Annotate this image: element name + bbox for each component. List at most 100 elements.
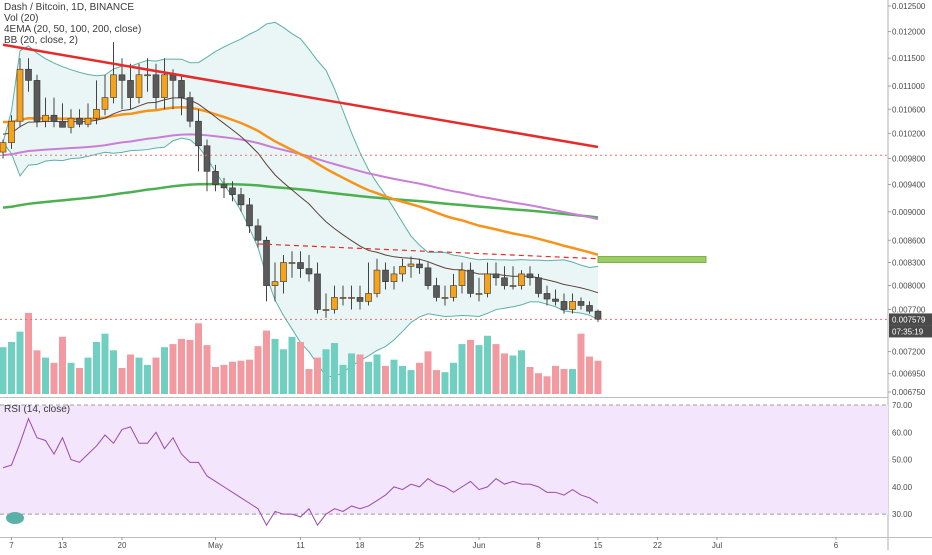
descending-trendline[interactable] <box>2 43 599 149</box>
candle[interactable] <box>475 277 483 302</box>
candle[interactable] <box>526 266 534 286</box>
candle[interactable] <box>509 266 517 290</box>
candle[interactable] <box>382 262 389 290</box>
candle[interactable] <box>467 262 474 298</box>
candle[interactable] <box>450 273 457 302</box>
candle-body <box>339 297 347 299</box>
volume-bar <box>518 350 525 394</box>
price-axis-label: 0.007700 <box>892 306 926 315</box>
candle[interactable] <box>407 256 415 278</box>
candle[interactable] <box>348 285 355 310</box>
candle[interactable] <box>203 139 211 192</box>
candle[interactable] <box>195 109 202 172</box>
candle-body <box>220 184 228 189</box>
candle-body <box>314 273 321 310</box>
candle[interactable] <box>271 262 279 302</box>
candle[interactable] <box>373 258 381 298</box>
candle[interactable] <box>93 80 100 125</box>
price-axis-label: 0.009000 <box>892 208 926 217</box>
candle[interactable] <box>50 97 58 128</box>
candle[interactable] <box>331 285 338 314</box>
candle[interactable] <box>501 266 508 290</box>
symbol-title[interactable]: Dash / Bitcoin, 1D, BINANCE <box>4 2 135 13</box>
candle[interactable] <box>305 255 313 282</box>
candle[interactable] <box>569 293 576 314</box>
candle[interactable] <box>552 289 559 306</box>
candle[interactable] <box>594 309 602 322</box>
candle[interactable] <box>390 266 398 290</box>
time-axis-label: Jul <box>712 541 722 550</box>
candle[interactable] <box>586 301 593 314</box>
volume-bar <box>373 354 381 394</box>
candle-body <box>569 301 576 310</box>
candle[interactable] <box>543 285 551 306</box>
candle[interactable] <box>212 164 219 192</box>
target-box[interactable] <box>597 255 707 264</box>
candle[interactable] <box>42 97 49 128</box>
volume-legend[interactable]: Vol (20) <box>4 13 39 24</box>
candle[interactable] <box>110 42 117 104</box>
volume-bar <box>382 365 389 394</box>
candle[interactable] <box>365 262 372 306</box>
bb-legend[interactable]: BB (20, close, 2) <box>4 35 78 46</box>
dashed-resistance-line[interactable] <box>257 243 599 260</box>
candle[interactable] <box>0 139 7 159</box>
candle[interactable] <box>577 297 585 310</box>
candle[interactable] <box>399 258 406 282</box>
candle[interactable] <box>441 285 449 306</box>
candle[interactable] <box>322 293 330 318</box>
candle[interactable] <box>297 251 304 278</box>
candle[interactable] <box>220 177 228 199</box>
price-axis-label: 0.008000 <box>892 282 926 291</box>
candle[interactable] <box>356 285 364 310</box>
candle[interactable] <box>314 262 321 314</box>
candle-body <box>390 273 398 282</box>
volume-bar <box>594 360 602 394</box>
candle[interactable] <box>59 103 66 128</box>
candle[interactable] <box>118 58 126 110</box>
candle[interactable] <box>127 63 134 110</box>
candle[interactable] <box>492 262 500 286</box>
candle[interactable] <box>246 198 253 234</box>
candle[interactable] <box>8 115 15 149</box>
candle[interactable] <box>33 74 41 128</box>
candle[interactable] <box>25 58 32 92</box>
volume-bar <box>577 333 585 394</box>
candle-body <box>263 239 270 286</box>
ema-legend[interactable]: 4EMA (20, 50, 100, 200, close) <box>4 24 142 35</box>
candle[interactable] <box>186 91 194 128</box>
candle[interactable] <box>178 74 185 116</box>
candle[interactable] <box>135 63 143 104</box>
candle-body <box>169 74 177 81</box>
candle[interactable] <box>518 270 525 290</box>
volume-bar <box>407 370 415 394</box>
candle[interactable] <box>535 273 542 298</box>
candle[interactable] <box>229 181 236 202</box>
candle[interactable] <box>263 236 270 302</box>
candle-body <box>101 97 109 110</box>
candle[interactable] <box>254 218 262 248</box>
candle[interactable] <box>76 109 83 128</box>
candle[interactable] <box>101 74 109 116</box>
candle[interactable] <box>560 293 568 314</box>
candle[interactable] <box>339 285 347 306</box>
candle-body <box>50 114 58 122</box>
volume-bar <box>535 373 542 394</box>
candle[interactable] <box>458 262 466 294</box>
candle[interactable] <box>84 103 92 128</box>
candle[interactable] <box>484 262 491 298</box>
candle[interactable] <box>144 58 151 92</box>
candle[interactable] <box>280 255 287 294</box>
candle[interactable] <box>288 251 296 278</box>
volume-bar <box>254 346 262 394</box>
candle[interactable] <box>237 187 245 212</box>
price-axis-label: 0.012500 <box>892 2 926 11</box>
candle[interactable] <box>433 277 440 302</box>
candle[interactable] <box>416 258 423 274</box>
candle[interactable] <box>424 262 432 290</box>
candle[interactable] <box>67 109 75 134</box>
candle[interactable] <box>16 58 24 128</box>
rsi-legend[interactable]: RSI (14, close) <box>4 404 71 415</box>
candle[interactable] <box>161 58 168 110</box>
